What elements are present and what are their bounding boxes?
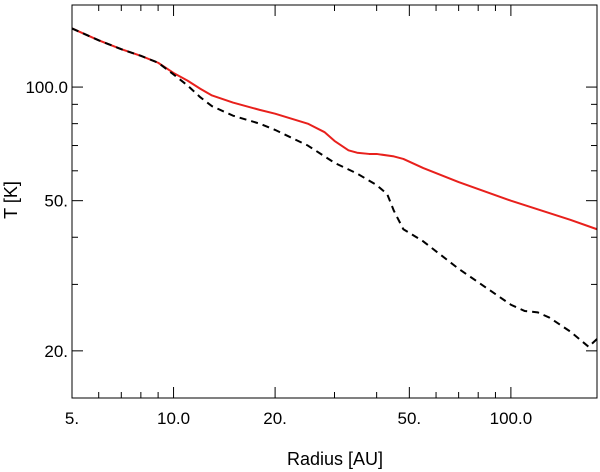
x-tick-label: 20. bbox=[263, 409, 287, 428]
y-tick-label: 50. bbox=[44, 192, 68, 211]
tick-labels: 5. 10.0 20. 50. 100.0 20. 50. 100.0 bbox=[25, 78, 532, 428]
x-tick-label: 10.0 bbox=[157, 409, 190, 428]
axis-ticks bbox=[71, 5, 597, 398]
plot-frame bbox=[71, 4, 598, 399]
series-line-dashed bbox=[71, 27, 598, 348]
y-tick-label: 20. bbox=[44, 342, 68, 361]
series-layer bbox=[71, 27, 598, 348]
series-line-solid bbox=[71, 27, 598, 231]
x-tick-label: 5. bbox=[65, 409, 79, 428]
y-axis-title: T [K] bbox=[1, 181, 21, 219]
y-tick-label: 100.0 bbox=[25, 78, 68, 97]
x-axis-title: Radius [AU] bbox=[287, 449, 383, 469]
x-tick-label: 100.0 bbox=[490, 409, 533, 428]
x-tick-label: 50. bbox=[398, 409, 422, 428]
